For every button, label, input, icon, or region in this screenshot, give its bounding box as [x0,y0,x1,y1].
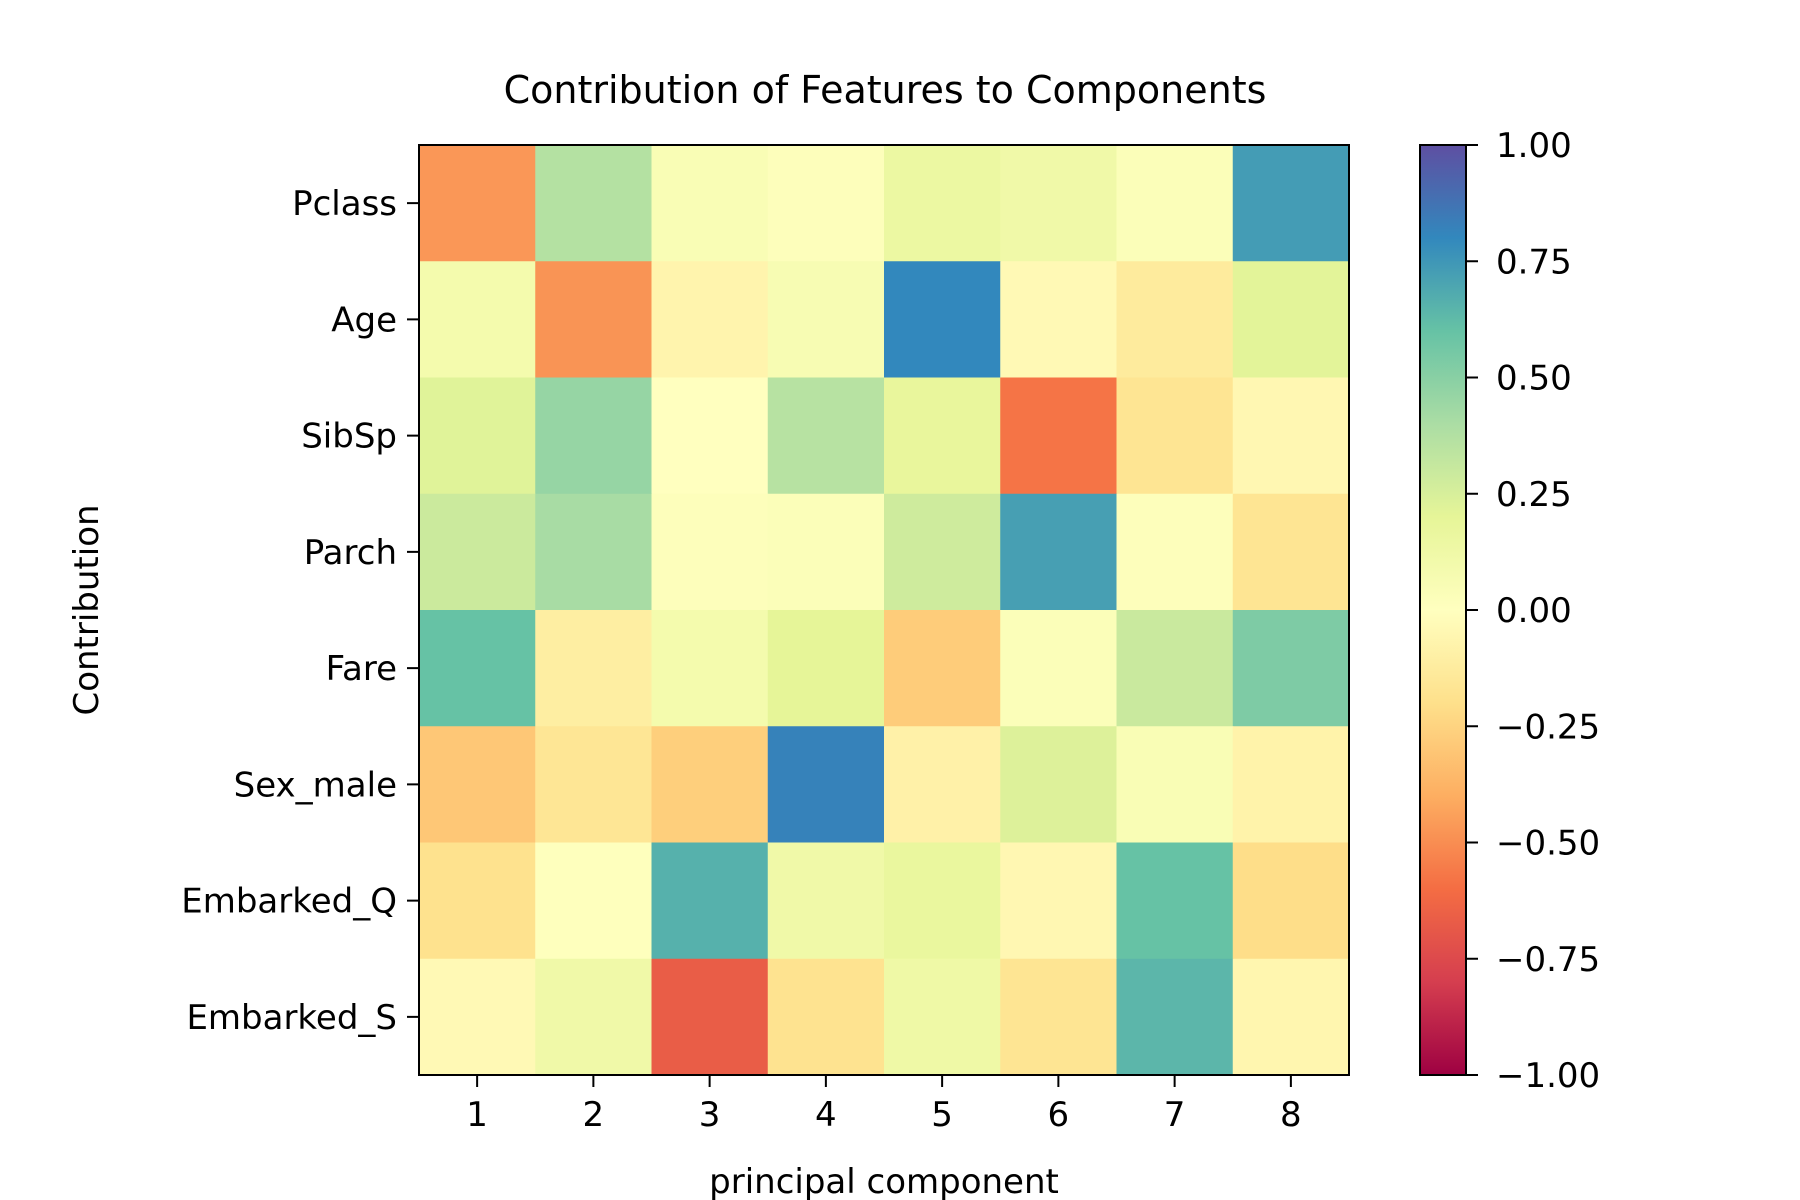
plot-frame [418,144,1350,1076]
y-tick-label: Embarked_S [186,998,397,1038]
heatmap-cell [767,145,885,262]
heatmap-cell [1000,145,1118,262]
heatmap-cell [884,610,1001,727]
y-tick-label: Fare [326,649,397,689]
heatmap-cell [1000,377,1118,495]
heatmap-cell [884,958,1001,1076]
heatmap-cell [767,493,885,611]
heatmap-cell [1232,261,1350,379]
x-axis: 1 2 3 4 5 6 7 8 [466,1075,1302,1135]
heatmap-cell [535,842,653,960]
heatmap-cell [651,493,769,611]
colorbar-tick-label: 0.00 [1496,591,1572,631]
heatmap-cell [1000,493,1118,611]
y-tick-label: SibSp [301,417,397,457]
heatmap-cell [1000,842,1118,960]
x-tick-label: 3 [699,1095,721,1135]
heatmap-cell [767,377,885,495]
colorbar-tick-label: −1.00 [1496,1056,1600,1096]
heatmap-cell [651,145,769,262]
heatmap-cell [419,493,536,611]
y-tick-label: Parch [304,533,397,573]
x-tick-label: 6 [1048,1095,1070,1135]
heatmap-cell [419,377,536,495]
heatmap-cell [1000,958,1118,1076]
heatmap-cell [535,145,653,262]
heatmap-cell [651,610,769,727]
y-axis-label: Contribution [67,504,107,715]
chart-title: Contribution of Features to Components [504,68,1267,112]
heatmap-cell [419,958,536,1076]
x-tick-label: 1 [466,1095,488,1135]
heatmap-cell [1116,610,1234,727]
heatmap-cell [1116,958,1234,1076]
heatmap-cell [419,610,536,727]
x-tick-label: 2 [583,1095,605,1135]
colorbar-tick-label: −0.50 [1496,824,1600,864]
heatmap-cell [419,145,536,262]
heatmap-cell [651,958,769,1076]
y-tick-label: Sex_male [234,765,397,805]
x-tick-label: 4 [815,1095,837,1135]
colorbar-tick-label: −0.25 [1496,707,1600,747]
heatmap-cell [535,610,653,727]
heatmap-cell [767,261,885,379]
heatmap-cell [1000,261,1118,379]
heatmap-cell [1232,145,1350,262]
heatmap-cell [1232,610,1350,727]
heatmap-cell [535,377,653,495]
x-tick-label: 8 [1280,1095,1302,1135]
heatmap-cell [419,842,536,960]
heatmap-cell [884,377,1001,495]
heatmap-cell [535,261,653,379]
x-axis-label: principal component [709,1162,1059,1200]
heatmap-cell [535,726,653,844]
colorbar-tick-label: 0.50 [1496,359,1572,399]
heatmap-cell [1000,726,1118,844]
heatmap-cell [651,261,769,379]
y-tick-label: Pclass [292,184,397,224]
heatmap-cell [767,610,885,727]
colorbar [1419,144,1467,1076]
heatmap-cell [884,842,1001,960]
heatmap-cell [767,958,885,1076]
heatmap-cell [535,958,653,1076]
heatmap-cell [1116,377,1234,495]
heatmap-cell [651,377,769,495]
heatmap-cells [419,145,1350,1076]
heatmap-cell [884,493,1001,611]
heatmap-cell [651,842,769,960]
heatmap-cell [1116,261,1234,379]
heatmap-cell [767,842,885,960]
x-tick-label: 5 [931,1095,953,1135]
heatmap-cell [535,493,653,611]
heatmap-cell [1000,610,1118,727]
colorbar-tick-label: −0.75 [1496,940,1600,980]
heatmap-cell [1116,842,1234,960]
heatmap-cell [1232,377,1350,495]
colorbar-tick-label: 0.75 [1496,242,1572,282]
heatmap-cell [1116,493,1234,611]
y-tick-label: Embarked_Q [181,882,397,922]
y-tick-label: Age [331,300,397,340]
heatmap-cell [1232,493,1350,611]
colorbar-tick-label: 1.00 [1496,126,1572,166]
heatmap-cell [651,726,769,844]
heatmap-cell [419,261,536,379]
heatmap-cell [884,145,1001,262]
heatmap-cell [1116,145,1234,262]
heatmap-cell [1232,842,1350,960]
heatmap-cell [419,726,536,844]
heatmap-cell [1116,726,1234,844]
heatmap-cell [1232,726,1350,844]
heatmap-cell [767,726,885,844]
heatmap-cell [1232,958,1350,1076]
heatmap-cell [884,261,1001,379]
y-axis: Pclass Age SibSp Parch Fare Sex_male Embarked_… [181,184,419,1038]
heatmap-cell [884,726,1001,844]
colorbar-ticks: 1.00 0.75 0.50 0.25 0.00 −0.25 −0.50 −0.75 −1.00 [1466,126,1600,1096]
colorbar-tick-label: 0.25 [1496,475,1572,515]
x-tick-label: 7 [1164,1095,1186,1135]
